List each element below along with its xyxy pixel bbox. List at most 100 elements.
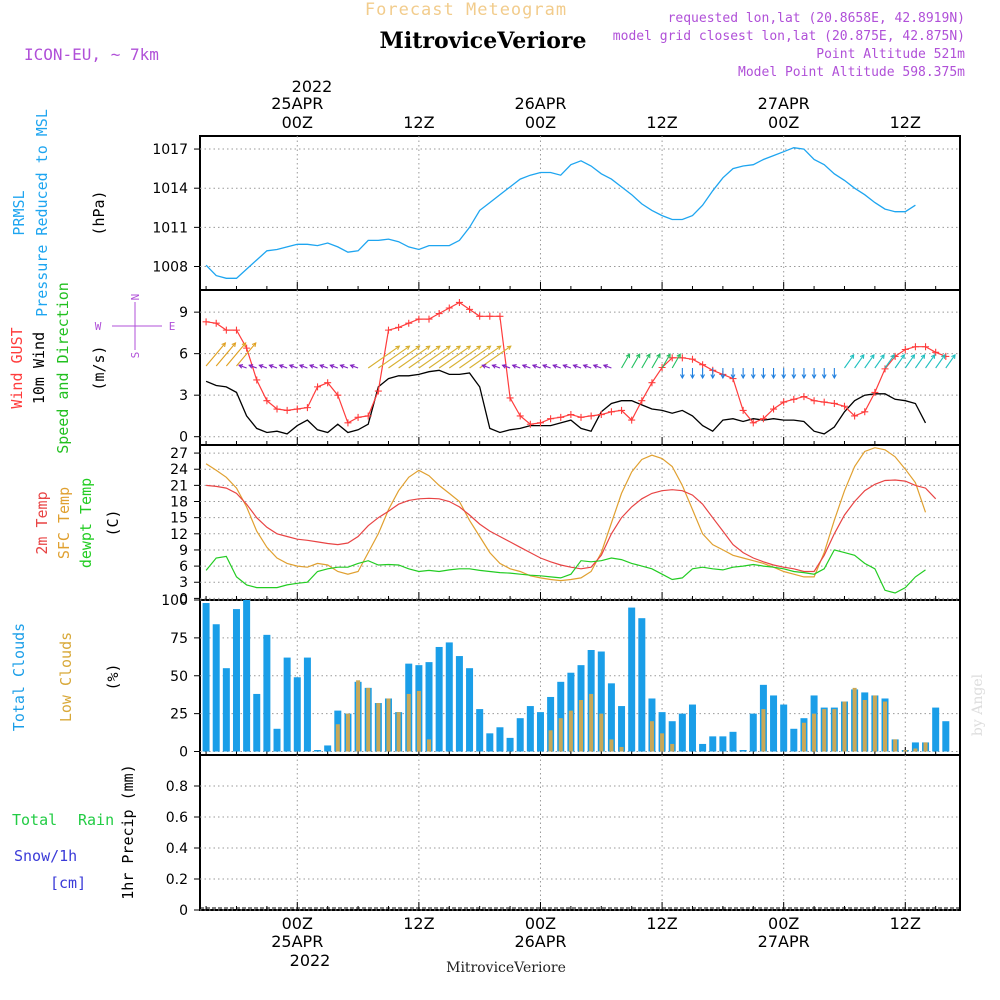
gust-marker bbox=[628, 416, 636, 424]
total-cloud-bar bbox=[709, 736, 717, 752]
low-cloud-bar bbox=[822, 709, 827, 752]
gust-marker bbox=[749, 419, 757, 427]
y-tick-label: 6 bbox=[179, 347, 188, 363]
wind-arrow-head bbox=[740, 374, 746, 380]
wind-direction-arrow bbox=[388, 345, 420, 369]
low-cloud-bar bbox=[599, 713, 604, 752]
low-cloud-bar bbox=[416, 690, 421, 752]
total-cloud-bar bbox=[719, 736, 727, 752]
gust-marker bbox=[557, 413, 565, 421]
wind-arrow-head bbox=[720, 374, 726, 380]
low-cloud-bar bbox=[842, 701, 847, 752]
wind-direction-arrow bbox=[583, 364, 592, 369]
low-cloud-bar bbox=[579, 700, 584, 752]
wind-arrow-head bbox=[690, 374, 695, 380]
wind-arrow-head bbox=[268, 364, 274, 369]
low-cloud-bar bbox=[335, 724, 340, 752]
wind-direction-arrow bbox=[259, 364, 268, 369]
wind-direction-arrow bbox=[884, 354, 895, 369]
y-tick-label: 21 bbox=[170, 478, 188, 494]
wind-arrow-head bbox=[251, 342, 257, 348]
low-cloud-bar bbox=[619, 746, 624, 752]
wind-arrow-head bbox=[456, 345, 462, 351]
total-cloud-bar bbox=[780, 704, 788, 752]
bottom-hour-label: 12Z bbox=[890, 914, 921, 933]
wind-arrow-head bbox=[910, 353, 916, 359]
wind-arrow-head bbox=[602, 364, 608, 369]
precip-panel-labels: Total Rain Snow/1h [cm] 1hr Precip (mm) bbox=[12, 764, 137, 899]
y-tick-label: 15 bbox=[170, 511, 188, 527]
wind-direction-arrow bbox=[874, 354, 885, 369]
gust-marker bbox=[618, 406, 626, 414]
wind-arrow-head bbox=[951, 353, 956, 359]
wind-arrow-head bbox=[298, 364, 304, 369]
hpa-unit-label: (hPa) bbox=[90, 190, 108, 235]
point-altitude: Point Altitude 521m bbox=[816, 47, 965, 62]
wind-direction-arrow bbox=[661, 353, 671, 369]
gust-marker bbox=[283, 406, 291, 414]
model-point-altitude: Model Point Altitude 598.375m bbox=[738, 65, 965, 80]
wind-arrow-head bbox=[870, 353, 875, 359]
total-cloud-bar bbox=[253, 693, 261, 752]
total-cloud-bar bbox=[942, 721, 950, 752]
wind-direction-arrow bbox=[512, 364, 521, 369]
total-cloud-bar bbox=[516, 718, 524, 752]
low-cloud-bar bbox=[801, 722, 806, 752]
gust-marker bbox=[476, 312, 484, 320]
wind-arrow-head bbox=[849, 353, 855, 359]
low-cloud-bar bbox=[761, 709, 766, 752]
wind-arrow-head bbox=[241, 342, 247, 348]
low-cloud-bar bbox=[812, 713, 817, 752]
low-cloud-bar bbox=[366, 687, 371, 752]
gust-marker bbox=[455, 298, 463, 306]
dewpt-temp-label: dewpt Temp bbox=[77, 478, 95, 568]
wind-arrow-head bbox=[221, 342, 227, 348]
low-cloud-bar bbox=[345, 713, 350, 752]
y-tick-label: 100 bbox=[161, 593, 188, 609]
wind-direction-arrow bbox=[428, 345, 461, 369]
low-cloud-bar bbox=[396, 712, 401, 752]
wind-direction-arrow bbox=[482, 364, 491, 369]
data-marks bbox=[200, 148, 960, 909]
total-cloud-bar bbox=[212, 624, 220, 752]
gust-marker bbox=[810, 397, 818, 405]
compass-e: E bbox=[169, 320, 176, 333]
temp2m-label: 2m Temp bbox=[33, 491, 51, 554]
bottom-hour-label: 00Z bbox=[768, 914, 799, 933]
y-tick-label: 0 bbox=[179, 591, 188, 607]
total-cloud-bar bbox=[688, 704, 696, 752]
total-cloud-bar bbox=[658, 712, 666, 752]
wind-arrow-head bbox=[750, 374, 756, 380]
total-label: Total bbox=[12, 811, 57, 829]
gust-marker bbox=[314, 383, 322, 391]
wind-direction-arrow bbox=[553, 364, 561, 369]
wind-arrow-head bbox=[531, 364, 537, 369]
low-cloud-bar bbox=[376, 703, 381, 752]
low-cloud-bar bbox=[548, 730, 553, 752]
wind-direction-arrow bbox=[215, 342, 236, 367]
wind-arrow-head bbox=[710, 374, 716, 380]
wind-direction-arrow bbox=[935, 354, 946, 369]
gust-marker bbox=[901, 346, 909, 354]
total-cloud-bar bbox=[273, 728, 281, 752]
wind-direction-arrow bbox=[651, 353, 661, 369]
low-cloud-bar bbox=[406, 693, 411, 752]
bottom-hour-label: 00Z bbox=[282, 914, 313, 933]
low-cloud-bar bbox=[852, 687, 857, 752]
y-tick-label: 6 bbox=[179, 559, 188, 575]
gust-marker bbox=[587, 412, 595, 420]
wind-arrow-head bbox=[890, 353, 895, 359]
y-tick-label: 0.6 bbox=[166, 810, 188, 826]
gust-marker bbox=[800, 393, 808, 401]
bottom-hour-label: 12Z bbox=[403, 914, 434, 933]
wind-arrow-head bbox=[405, 345, 411, 351]
station-title: MitroviceVeriore bbox=[380, 28, 587, 54]
c-unit-label: (C) bbox=[104, 509, 122, 536]
gust-marker bbox=[324, 379, 332, 387]
wind-direction-arrow bbox=[573, 364, 582, 369]
gust-marker bbox=[273, 405, 281, 413]
low-clouds-label: Low Clouds bbox=[57, 632, 75, 722]
wind-arrow-head bbox=[811, 374, 817, 380]
gust-marker bbox=[699, 361, 707, 369]
rain-label: Rain bbox=[78, 811, 114, 829]
